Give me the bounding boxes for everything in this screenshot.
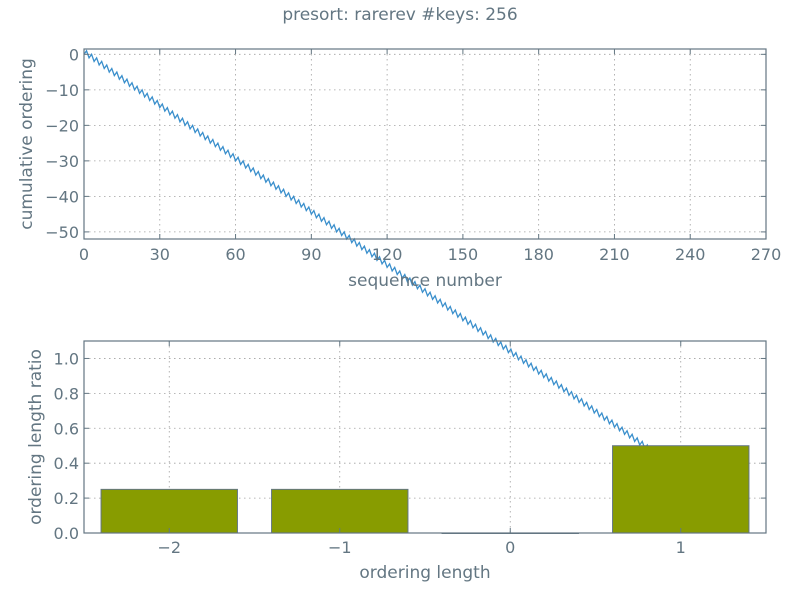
top-x-tick-label: 90 <box>301 245 321 264</box>
top-x-tick-label: 60 <box>225 245 245 264</box>
top-y-axis-label: cumulative ordering <box>17 58 37 230</box>
cumulative-ordering-chart: 0 30 60 90 120 150 180 210 240 270 0 −10 −20 −30 −40 −… <box>17 45 781 507</box>
cumulative-ordering-line <box>83 49 729 507</box>
bottom-x-tick-label: −2 <box>157 538 181 557</box>
top-y-tick-label: −20 <box>45 116 79 135</box>
top-y-tick-label: −40 <box>45 187 79 206</box>
bottom-x-tick-label: −1 <box>328 538 352 557</box>
bottom-x-tick-label: 0 <box>505 538 515 557</box>
top-y-tick-label: −10 <box>45 81 79 100</box>
top-series <box>83 49 729 507</box>
ordering-length-ratio-chart: −2 −1 0 1 0.0 0.2 0.4 0.6 0.8 1.0 ordering lengt… <box>26 340 767 583</box>
bottom-y-tick-label: 1.0 <box>54 349 79 368</box>
top-x-tick-label: 210 <box>599 245 630 264</box>
bottom-y-tick-label: 0.0 <box>54 524 79 543</box>
top-x-tick-label: 270 <box>751 245 782 264</box>
top-y-tick-label: 0 <box>69 45 79 64</box>
bottom-y-tick-label: 0.4 <box>54 454 79 473</box>
top-x-tick-label: 150 <box>448 245 479 264</box>
bottom-bars <box>100 445 750 534</box>
top-x-tick-label: 30 <box>150 245 170 264</box>
bottom-x-tick-labels: −2 −1 0 1 <box>157 538 685 557</box>
top-grid <box>83 49 767 239</box>
top-ticks <box>83 49 767 239</box>
bottom-x-tick-label: 1 <box>676 538 686 557</box>
top-x-axis-label: sequence number <box>348 271 502 291</box>
bottom-ticks <box>84 341 766 534</box>
top-x-tick-label: 240 <box>675 245 706 264</box>
bottom-y-axis-label: ordering length ratio <box>26 349 46 525</box>
bottom-x-axis-label: ordering length <box>359 563 490 583</box>
top-y-tick-labels: 0 −10 −20 −30 −40 −50 <box>45 45 79 242</box>
top-x-tick-label: 180 <box>523 245 554 264</box>
bottom-y-tick-label: 0.6 <box>54 419 79 438</box>
bar-ordering-length-neg1 <box>271 488 409 534</box>
bottom-plot-frame <box>83 340 767 534</box>
top-plot-frame <box>83 48 767 240</box>
bar-ordering-length-1 <box>612 445 750 534</box>
bottom-y-tick-label: 0.8 <box>54 384 79 403</box>
top-x-tick-labels: 0 30 60 90 120 150 180 210 240 270 <box>79 245 781 264</box>
top-x-tick-label: 0 <box>79 245 89 264</box>
bottom-y-tick-labels: 0.0 0.2 0.4 0.6 0.8 1.0 <box>54 349 79 543</box>
figure-title: presort: rarerev #keys: 256 <box>282 5 517 25</box>
bar-ordering-length-neg2 <box>100 488 238 534</box>
top-y-tick-label: −30 <box>45 152 79 171</box>
top-x-tick-label: 120 <box>372 245 403 264</box>
bottom-y-tick-label: 0.2 <box>54 489 79 508</box>
top-y-tick-label: −50 <box>45 223 79 242</box>
